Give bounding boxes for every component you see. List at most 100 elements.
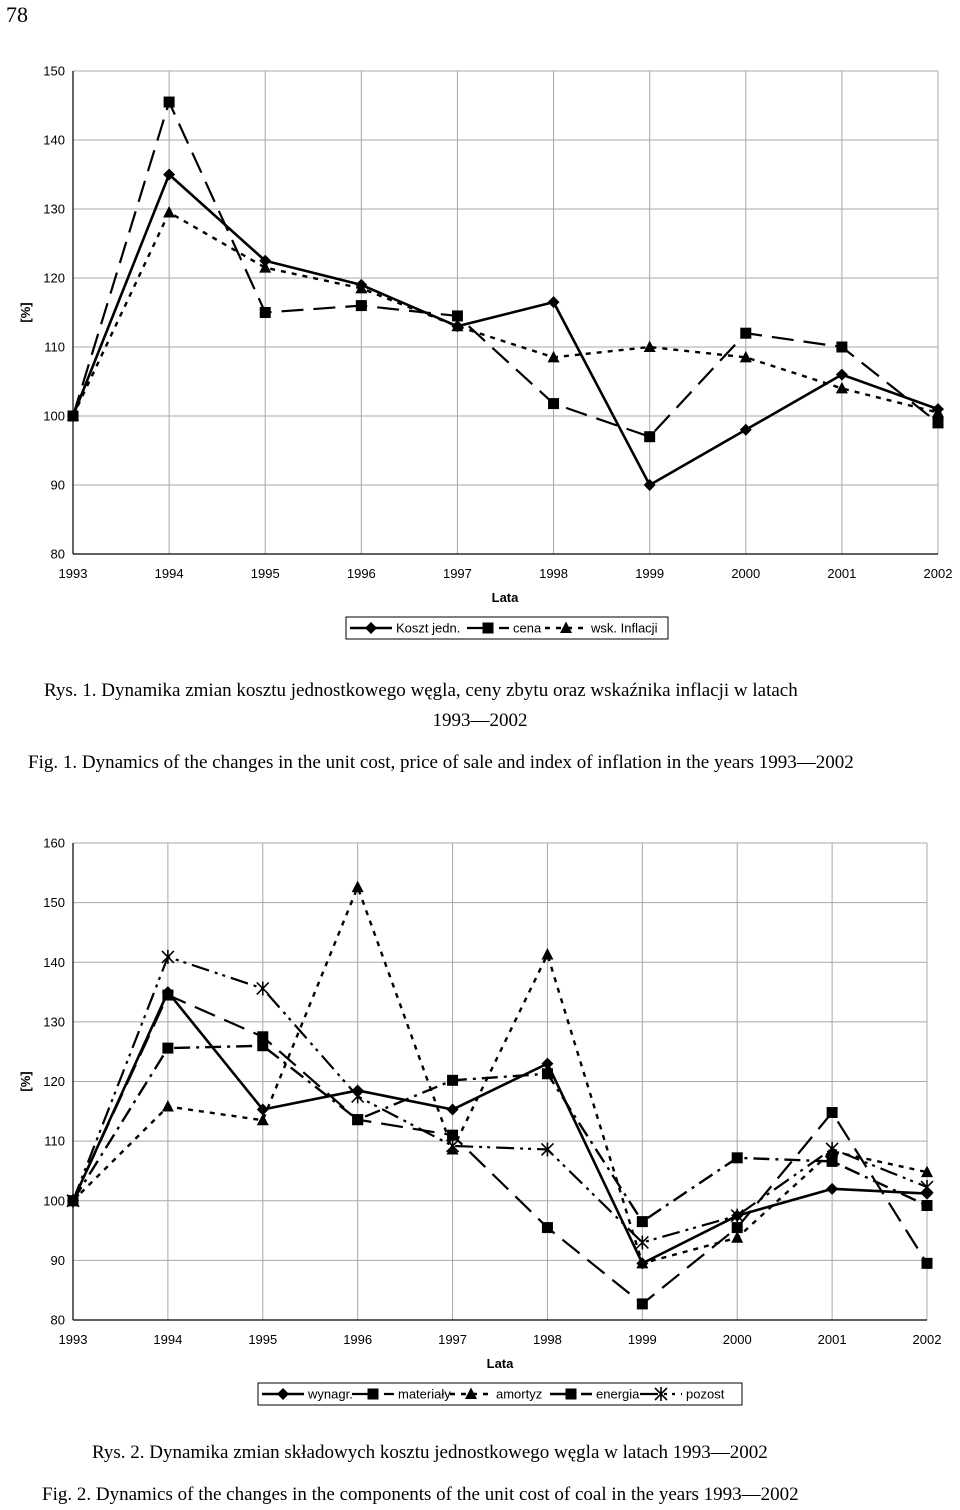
x-tick-label: 1994 [153,1332,182,1347]
series-line-koszt-jedn [71,173,939,487]
legend-label-wsk-inflacji: wsk. Inflacji [590,621,658,636]
data-point-wsk-inflacji [355,281,368,294]
data-point-pozost [161,949,175,964]
x-tick-label: 1996 [347,566,376,581]
y-tick-label: 100 [43,1193,65,1208]
series-line-amortyz [72,885,928,1265]
data-point-pozost [351,1089,365,1104]
data-point-energia [352,1114,364,1126]
data-point-wynagr [256,1103,269,1116]
x-tick-label: 2000 [723,1332,752,1347]
data-point-cena [451,310,463,322]
legend-marker-wynagr [277,1388,289,1400]
series-energia [67,1040,933,1228]
x-tick-label: 1996 [343,1332,372,1347]
y-tick-label: 120 [43,1074,65,1089]
series-wsk-inflacji [67,205,944,421]
y-axis-title: [%] [18,302,33,322]
x-tick-label: 1993 [59,566,88,581]
data-point-pozost [256,981,270,996]
y-tick-label: 140 [43,955,65,970]
y-tick-label: 90 [51,1253,65,1268]
legend-marker-cena [482,622,494,634]
y-tick-label: 110 [44,1134,65,1149]
data-point-pozost [635,1235,649,1250]
data-point-materialy [162,989,174,1001]
legend: wynagr. materiały amortyz energia pozost [257,1382,743,1406]
legend-label-cena: cena [513,621,542,636]
data-point-materialy [447,1129,459,1141]
x-tick-label: 1997 [443,566,472,581]
data-point-pozost [445,1138,460,1153]
data-point-wsk-inflacji [163,205,176,218]
y-tick-label: 160 [43,836,65,851]
fig2-caption-en: Fig. 2. Dynamics of the changes in the c… [42,1484,799,1505]
data-point-energia [921,1200,933,1212]
series-line-materialy [72,993,928,1306]
data-point-materialy [731,1222,743,1234]
legend-label-pozost: pozost [686,1387,725,1402]
fig1-caption-pl-line1: Rys. 1. Dynamika zmian kosztu jednostkow… [44,680,798,701]
data-point-energia [541,1068,553,1080]
legend-marker-amortyz [465,1387,477,1399]
x-tick-label: 2000 [731,566,760,581]
y-tick-label: 110 [44,340,65,355]
x-tick-label: 1994 [155,566,184,581]
data-point-energia [257,1040,269,1052]
data-point-pozost [825,1141,839,1156]
series-amortyz [67,880,933,1269]
x-tick-label: 2002 [924,566,953,581]
series-line-pozost [71,955,928,1244]
data-point-wsk-inflacji [643,340,656,352]
x-axis-title: Lata [487,1356,515,1371]
fig1-caption-en: Fig. 1. Dynamics of the changes in the u… [28,752,854,773]
x-tick-label: 1999 [635,566,664,581]
legend-marker-materialy [367,1388,379,1400]
page-number: 78 [6,2,28,27]
x-tick-label: 1995 [248,1332,277,1347]
legend-marker-energia [565,1388,577,1400]
data-point-koszt-jedn [643,479,656,491]
data-point-wsk-inflacji [932,406,944,418]
x-tick-label: 1998 [533,1332,562,1347]
data-point-pozost [730,1208,744,1223]
chart-fig1: 80 90 100 110 120 130 140 150 1993 1994 1995 1996 19… [18,64,953,640]
data-point-wsk-inflacji [451,319,464,332]
data-point-koszt-jedn [739,423,752,436]
data-point-amortyz [161,1100,174,1112]
y-tick-label: 140 [43,133,65,148]
y-tick-label: 150 [43,895,65,910]
data-point-cena [644,431,656,443]
legend-label-energia: energia [596,1387,640,1402]
legend-label-wynagr: wynagr. [307,1387,353,1402]
x-tick-label: 2002 [913,1332,942,1347]
x-tick-label: 1998 [539,566,568,581]
series-line-energia [71,1044,928,1223]
data-point-cena [355,300,367,312]
data-point-wynagr [446,1103,459,1116]
x-tick-label: 1993 [59,1332,88,1347]
data-point-materialy [921,1257,933,1269]
series-line-wynagr [71,990,928,1265]
y-tick-label: 130 [43,1014,65,1029]
fig2-caption-pl: Rys. 2. Dynamika zmian składowych kosztu… [92,1442,768,1463]
data-point-wsk-inflacji [259,261,272,273]
y-tick-label: 120 [43,271,65,286]
data-point-amortyz [541,947,554,960]
series-pozost [66,949,934,1250]
y-tick-label: 130 [43,202,65,217]
data-point-koszt-jedn [835,368,848,381]
legend: Koszt jedn. cena wsk. Inflacji [345,616,669,640]
legend-marker-wsk-inflacji [560,621,572,633]
data-point-materialy [541,1222,553,1234]
data-point-wsk-inflacji [739,350,752,363]
data-point-cena [836,341,848,353]
legend-label-amortyz: amortyz [496,1387,542,1402]
x-tick-label: 2001 [827,566,856,581]
data-point-materialy [257,1031,269,1043]
y-tick-label: 90 [51,478,65,493]
data-point-wsk-inflacji [67,409,79,421]
data-point-energia [826,1155,838,1167]
data-point-cena [548,398,560,410]
legend-marker-koszt-jedn [365,622,377,634]
